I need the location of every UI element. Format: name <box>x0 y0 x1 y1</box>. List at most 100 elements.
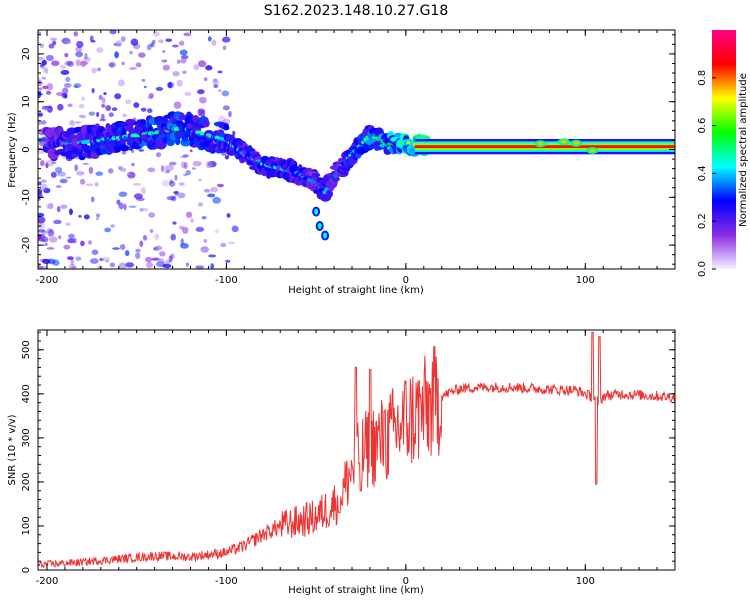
spectral-speckle <box>197 60 207 68</box>
snr-x-ticks: -200 -100 0 100 <box>36 330 676 587</box>
spectral-blob <box>119 144 130 152</box>
spectral-speckle <box>90 196 95 203</box>
spectral-speckle <box>212 196 221 204</box>
spectral-speckle <box>199 96 207 104</box>
spectral-speckle <box>41 120 47 125</box>
spectral-speckle <box>67 256 74 261</box>
spectral-speckle <box>176 79 183 87</box>
spectral-speckle <box>73 31 79 37</box>
spectral-speckle <box>38 265 44 269</box>
spectral-speckle <box>68 233 75 239</box>
spectral-speckle <box>228 110 232 118</box>
spectral-speckle <box>180 58 187 64</box>
y-tick-label: 0 <box>21 146 32 152</box>
spectral-speckle <box>141 187 146 195</box>
spectral-speckle <box>162 64 170 71</box>
spectral-speckle <box>107 168 114 174</box>
spectral-blob <box>223 123 229 131</box>
spectral-speckle <box>161 179 170 187</box>
spectral-speckle <box>183 173 188 177</box>
colorbar: 0.0 0.2 0.4 0.6 0.8 Normalized spectral ampl… <box>697 30 749 277</box>
spectral-speckle <box>148 212 156 218</box>
spectral-speckle <box>110 224 115 228</box>
spectral-speckle <box>148 92 154 99</box>
spectral-speckle <box>91 67 97 74</box>
spectral-speckle <box>217 70 223 74</box>
spectral-speckle <box>51 161 57 165</box>
spectral-speckle <box>154 245 163 251</box>
spectral-speckle <box>167 81 173 89</box>
spectral-speckle <box>182 70 187 74</box>
spectral-speckle <box>139 240 144 248</box>
spectral-speckle <box>190 218 194 223</box>
spectral-blob <box>125 118 136 125</box>
spectral-speckle <box>84 52 88 60</box>
spectral-speckle <box>222 45 227 51</box>
spectral-speckle <box>191 167 196 170</box>
spectral-speckle <box>183 32 192 37</box>
spectral-speckle <box>80 240 85 247</box>
snr-x-label: Height of straight line (km) <box>288 585 424 596</box>
spectral-speckle <box>38 55 43 62</box>
spectral-speckle <box>103 92 107 96</box>
x-tick-label: 100 <box>576 576 595 587</box>
spectral-speckle <box>50 37 58 42</box>
spectral-speckle <box>38 57 46 60</box>
spectral-speckle <box>180 54 189 60</box>
spectral-speckle <box>138 149 145 152</box>
spectral-speckle <box>185 211 193 219</box>
spectral-speckle <box>180 242 189 249</box>
spectral-speckle <box>212 80 220 85</box>
spectral-speckle <box>198 178 202 182</box>
spectral-speckle <box>38 87 43 91</box>
y-tick-label: 300 <box>21 428 32 447</box>
spectral-speckle <box>69 120 75 126</box>
spectral-speckle <box>76 40 84 49</box>
spectral-speckle <box>44 242 48 247</box>
spectral-blob <box>325 189 333 199</box>
spectral-speckle <box>198 112 204 117</box>
spectral-ridge-core <box>573 141 580 145</box>
spectral-speckle <box>208 254 217 258</box>
spectral-speckle <box>203 188 211 193</box>
spectral-speckle <box>85 183 94 187</box>
spectral-speckle <box>224 154 230 160</box>
spectral-speckle <box>56 171 66 177</box>
spectral-speckle <box>50 171 57 178</box>
spectral-speckle <box>39 183 48 192</box>
spectral-speckle <box>114 93 122 100</box>
spectral-speckle <box>210 186 219 193</box>
spectral-speckle <box>57 103 64 111</box>
spectral-speckle <box>158 39 164 44</box>
spectral-speckle <box>143 85 147 89</box>
spectral-speckle <box>197 89 205 95</box>
spectral-speckle <box>139 208 144 212</box>
spectral-speckle <box>172 71 180 77</box>
spectral-speckle <box>125 262 135 268</box>
spectral-speckle <box>100 113 105 121</box>
spectral-speckle <box>67 103 73 108</box>
spectral-speckle <box>60 64 67 70</box>
spectral-speckle <box>165 169 171 174</box>
spectral-speckle <box>75 47 82 53</box>
spectral-speckle <box>159 251 166 257</box>
spectral-speckle <box>227 241 236 245</box>
spectral-speckle <box>189 149 193 153</box>
spectral-speckle <box>200 246 210 253</box>
snr-y-label: SNR (10 * v/v) <box>7 414 18 485</box>
spectral-speckle <box>176 59 181 64</box>
spectral-speckle <box>60 204 68 209</box>
spectral-speckle <box>108 61 117 68</box>
spectral-ridge-core <box>314 208 319 215</box>
spectral-speckle <box>88 240 92 245</box>
spectral-speckle <box>45 162 49 169</box>
spectral-speckle <box>195 226 205 232</box>
spectral-speckle <box>120 36 126 42</box>
spectral-speckle <box>51 60 60 67</box>
spectral-speckle <box>128 205 137 209</box>
spectral-speckle <box>105 104 112 111</box>
spectral-speckle <box>102 257 111 262</box>
spectrogram-marks <box>38 30 675 269</box>
spectral-speckle <box>94 182 99 187</box>
spectral-speckle <box>61 93 68 99</box>
